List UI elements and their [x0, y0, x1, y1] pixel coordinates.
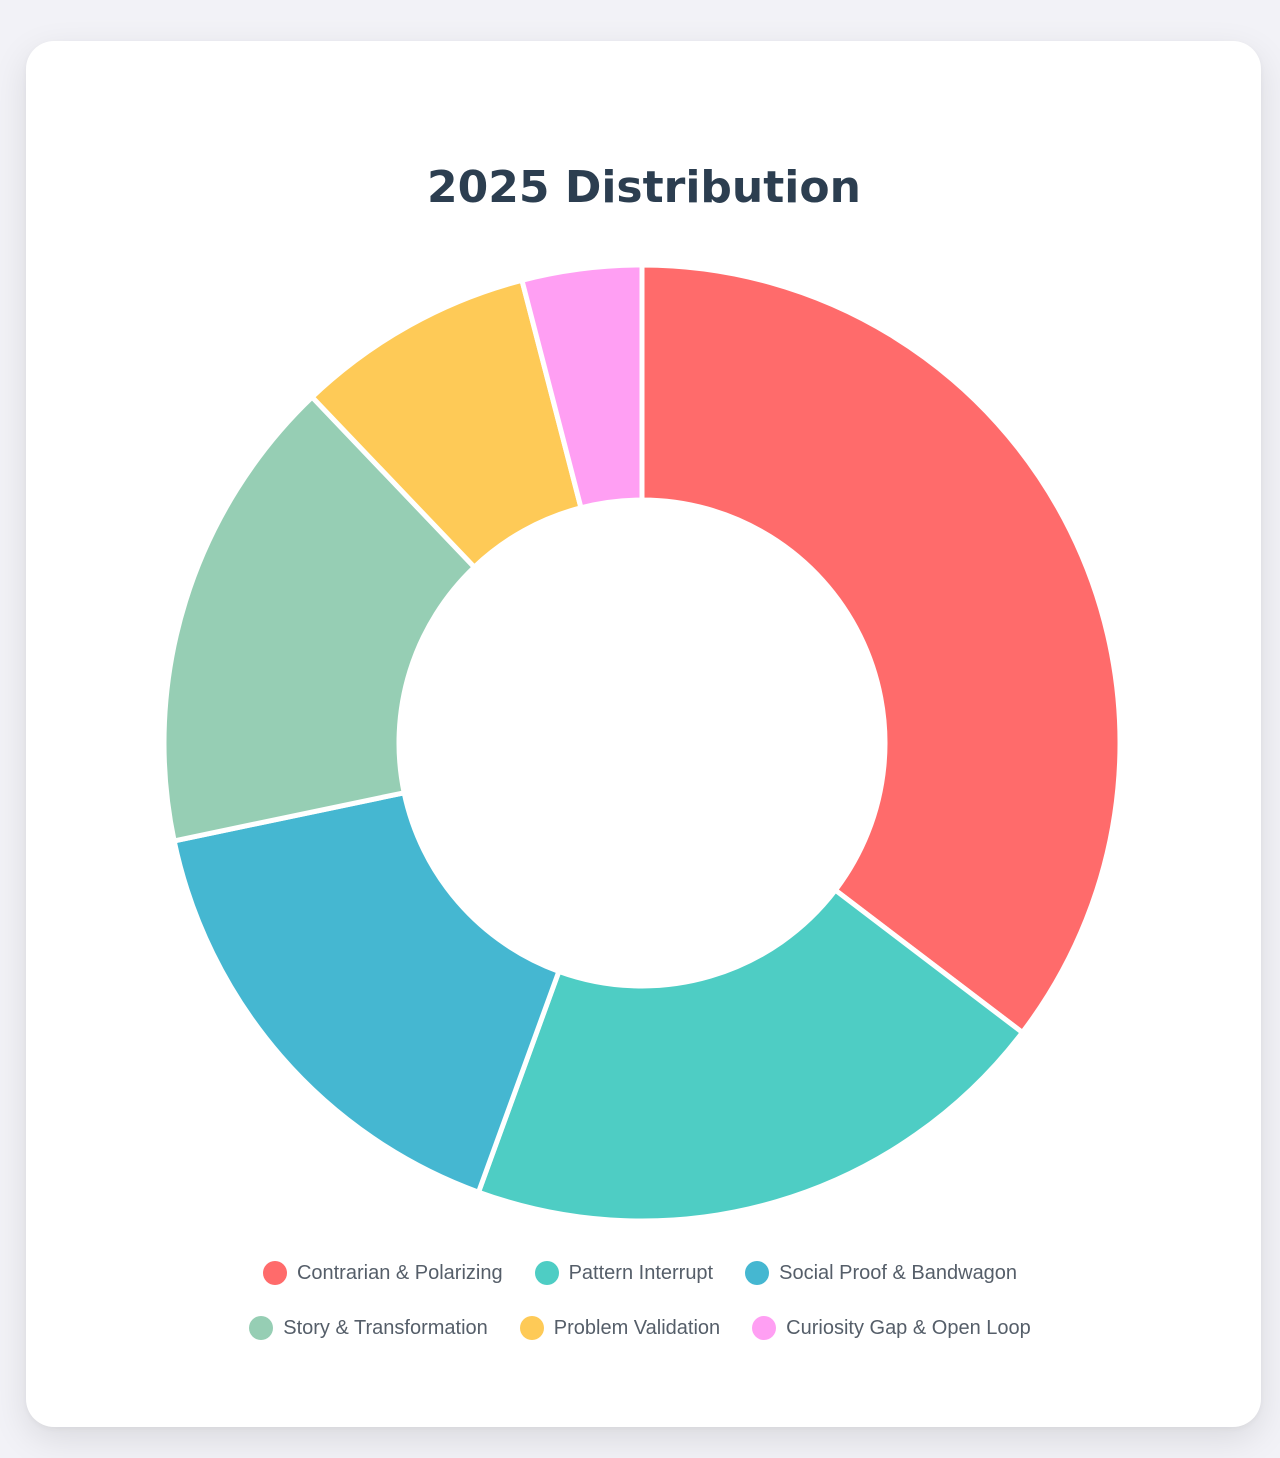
- legend-swatch: [519, 1316, 544, 1340]
- legend-swatch: [249, 1316, 274, 1340]
- legend-label: Pattern Interrupt: [568, 1261, 714, 1284]
- legend-row-2: Story & Transformation Problem Validatio…: [0, 1313, 1280, 1343]
- legend-swatch: [534, 1261, 559, 1285]
- legend-label: Social Proof & Bandwagon: [779, 1261, 1018, 1284]
- legend-swatch: [752, 1316, 777, 1340]
- slice-pattern-interrupt[interactable]: [475, 886, 1026, 1224]
- legend-label: Problem Validation: [553, 1316, 721, 1339]
- legend-item-pattern-interrupt[interactable]: Pattern Interrupt: [534, 1258, 714, 1288]
- chart-title: 2025 Distribution: [427, 162, 861, 213]
- slice-social-proof-bandwagon[interactable]: [171, 789, 563, 1196]
- legend-label: Curiosity Gap & Open Loop: [786, 1316, 1031, 1339]
- slice-contrarian-polarizing[interactable]: [639, 262, 1123, 1036]
- legend-swatch: [745, 1261, 770, 1285]
- legend-item-problem-validation[interactable]: Problem Validation: [519, 1313, 721, 1343]
- slice-story-transformation[interactable]: [161, 393, 478, 844]
- slice-curiosity-gap-open-loop[interactable]: [518, 262, 645, 511]
- legend-row-1: Contrarian & Polarizing Pattern Interrup…: [0, 1258, 1280, 1288]
- legend-item-story-transformation[interactable]: Story & Transformation: [249, 1313, 488, 1343]
- legend-label: Contrarian & Polarizing: [296, 1261, 503, 1284]
- legend-label: Story & Transformation: [283, 1316, 488, 1339]
- legend-item-social-proof-bandwagon[interactable]: Social Proof & Bandwagon: [745, 1258, 1017, 1288]
- legend-swatch: [262, 1261, 287, 1285]
- legend-item-contrarian-polarizing[interactable]: Contrarian & Polarizing: [262, 1258, 503, 1288]
- legend-item-curiosity-gap-open-loop[interactable]: Curiosity Gap & Open Loop: [752, 1313, 1031, 1343]
